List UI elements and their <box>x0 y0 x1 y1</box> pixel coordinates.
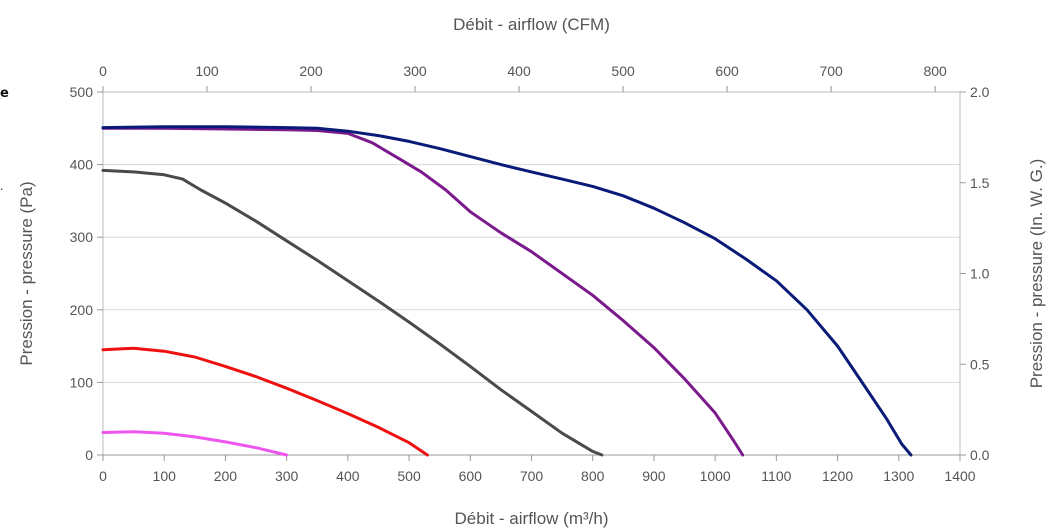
x-tick-label: 100 <box>153 468 177 484</box>
cropped-text-fragment-2: . <box>0 180 4 193</box>
y2-tick-label: 2.0 <box>970 84 990 100</box>
x-tick-label: 200 <box>214 468 238 484</box>
y2-tick-label: 0.0 <box>970 447 990 463</box>
x-axis-title: Débit - airflow (m³/h) <box>455 509 609 528</box>
x-tick-label: 700 <box>520 468 544 484</box>
y2-axis-title: Pression - pressure (In. W. G.) <box>1027 159 1046 389</box>
y-tick-label: 100 <box>70 374 94 390</box>
x2-tick-label: 300 <box>403 63 427 79</box>
y-tick-label: 0 <box>85 447 93 463</box>
y-tick-label: 200 <box>70 302 94 318</box>
series-line-2 <box>101 346 429 457</box>
series-line-1 <box>101 430 289 457</box>
series-line-4 <box>101 126 745 457</box>
series-line-3 <box>101 168 604 457</box>
x-tick-label: 1100 <box>761 468 791 484</box>
x2-tick-label: 400 <box>507 63 531 79</box>
y2-tick-label: 1.0 <box>970 266 990 282</box>
x2-axis-title: Débit - airflow (CFM) <box>453 15 610 34</box>
x2-tick-label: 100 <box>195 63 219 79</box>
x-tick-label: 500 <box>397 468 421 484</box>
x2-tick-label: 700 <box>819 63 843 79</box>
x2-tick-label: 800 <box>923 63 947 79</box>
x-tick-label: 0 <box>99 468 107 484</box>
x2-tick-label: 600 <box>715 63 739 79</box>
x-tick-label: 1400 <box>944 468 975 484</box>
x-tick-label: 800 <box>581 468 605 484</box>
x2-tick-label: 500 <box>611 63 635 79</box>
x-tick-label: 1200 <box>822 468 853 484</box>
y2-tick-label: 1.5 <box>970 175 990 191</box>
x2-tick-label: 0 <box>99 63 107 79</box>
x-tick-label: 600 <box>459 468 483 484</box>
y-axis-title: Pression - pressure (Pa) <box>17 181 36 365</box>
y-tick-label: 500 <box>70 84 94 100</box>
x-tick-label: 400 <box>336 468 360 484</box>
y-tick-label: 400 <box>70 157 94 173</box>
x-tick-label: 1300 <box>883 468 914 484</box>
series-line-5 <box>101 125 913 457</box>
cropped-text-fragment: e <box>0 86 9 101</box>
x-tick-label: 900 <box>642 468 666 484</box>
y2-tick-label: 0.5 <box>970 356 990 372</box>
x2-tick-label: 200 <box>299 63 323 79</box>
x-tick-label: 300 <box>275 468 299 484</box>
y-tick-label: 300 <box>70 229 94 245</box>
x-tick-label: 1000 <box>700 468 731 484</box>
